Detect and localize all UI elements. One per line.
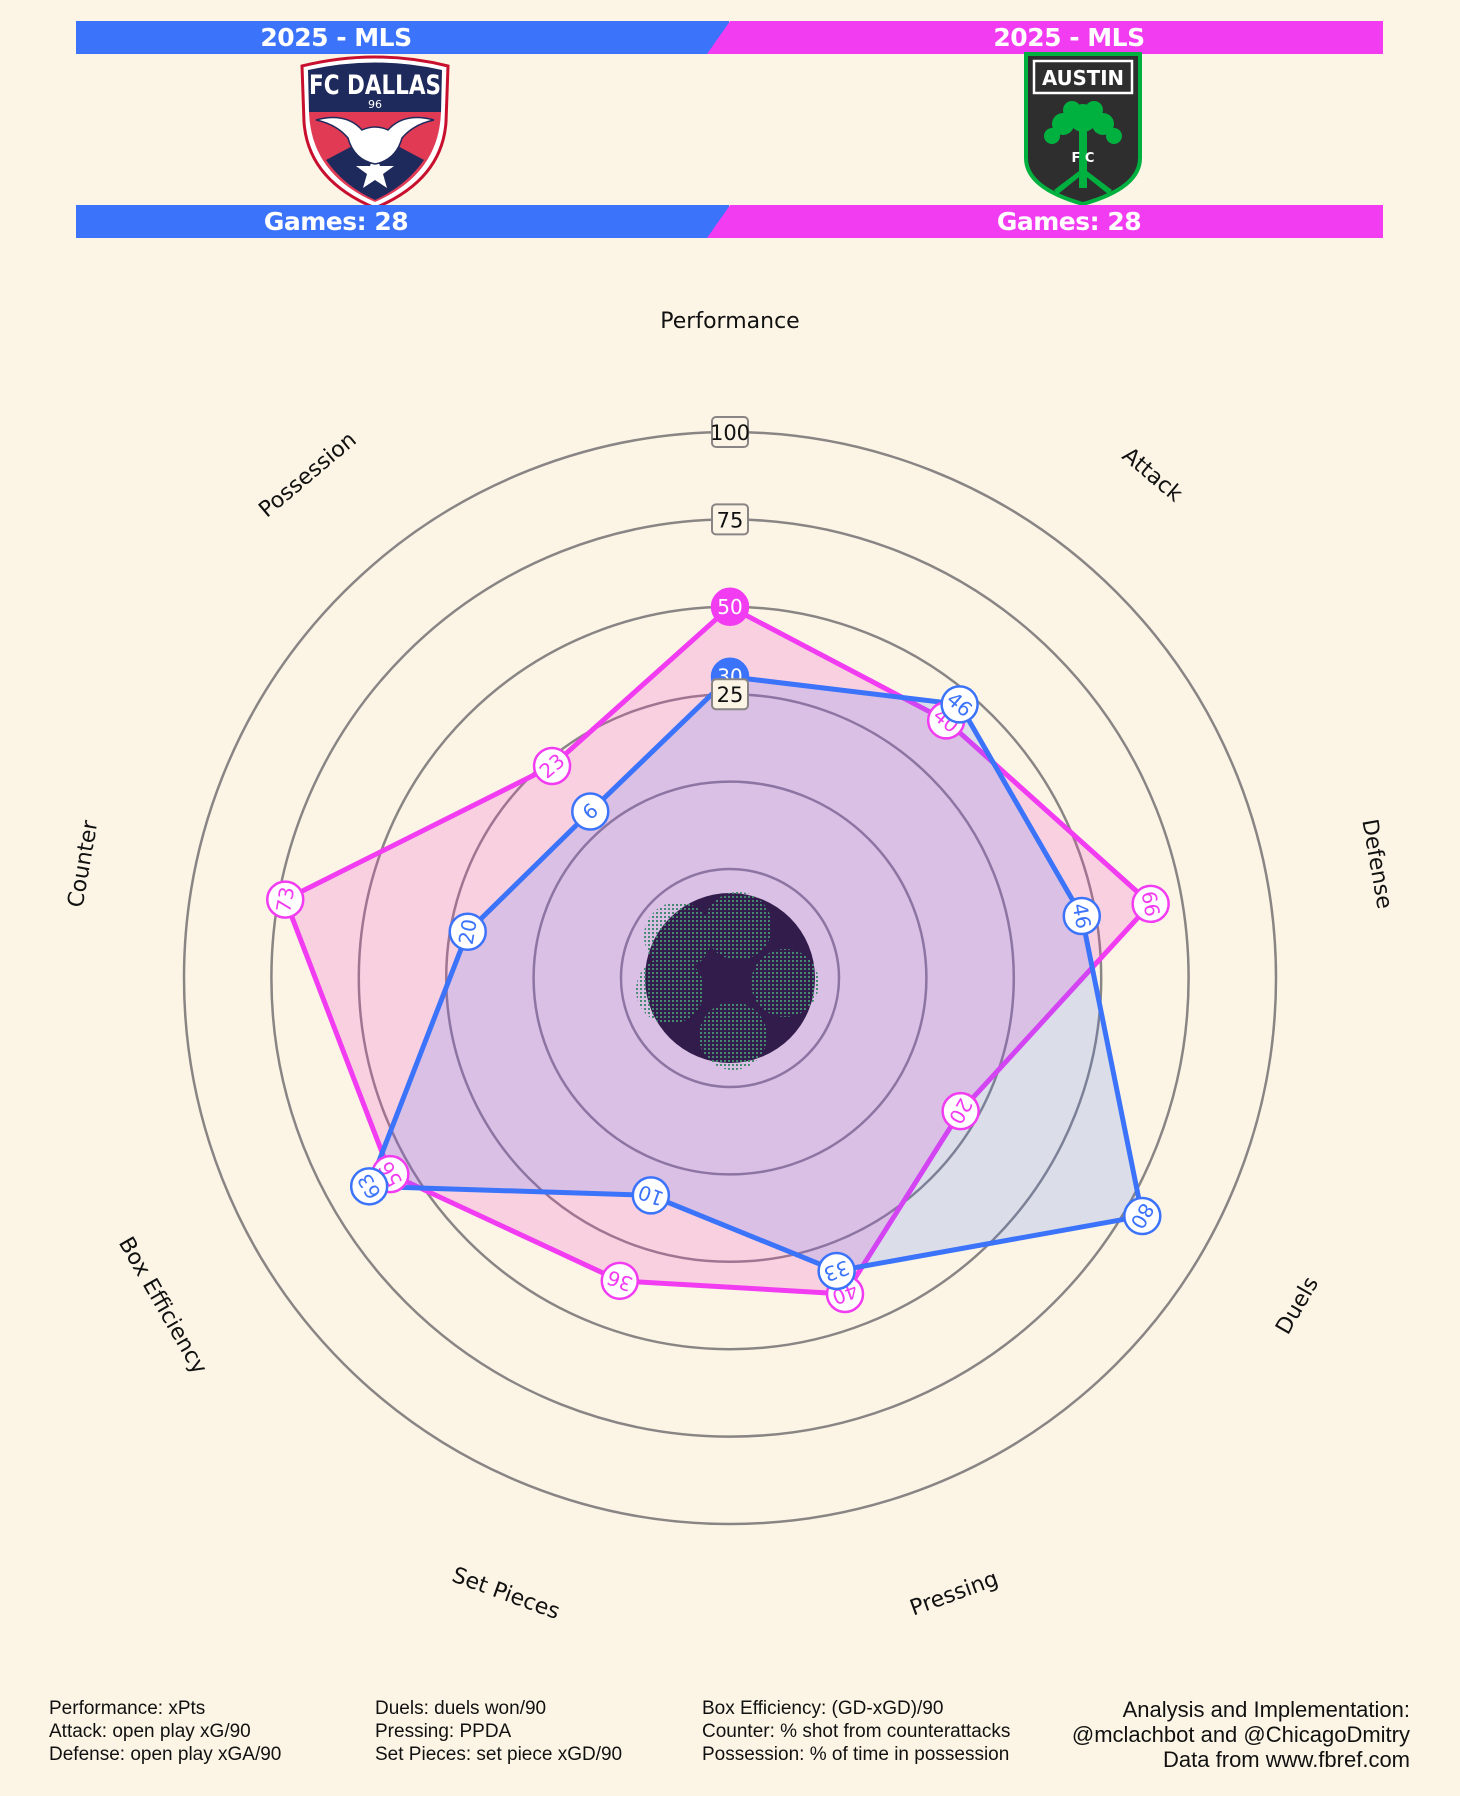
definitions-column-2: Duels: duels won/90 Pressing: PPDA Set P…: [375, 1697, 622, 1766]
definitions-column-3: Box Efficiency: (GD-xGD)/90 Counter: % s…: [702, 1697, 1010, 1766]
ball-panel: [704, 892, 772, 960]
data-marker: [600, 1261, 640, 1301]
data-marker: [710, 587, 750, 627]
data-marker: [349, 1167, 389, 1206]
data-marker: [1123, 1196, 1162, 1236]
axis-label-set-pieces: Set Pieces: [449, 1563, 563, 1625]
fc-dallas-wordmark: FC DALLAS: [309, 70, 441, 101]
fc-dallas-year: 96: [368, 98, 382, 111]
axis-label-box-efficiency: Box Efficiency: [113, 1233, 212, 1379]
axis-label-counter: Counter: [64, 818, 104, 910]
axis-label-pressing: Pressing: [907, 1567, 1002, 1622]
data-label: 46: [1068, 901, 1096, 930]
left-banner-segment: [76, 205, 729, 238]
right-games-label: Games: 28: [996, 207, 1142, 236]
data-label: 73: [271, 885, 299, 914]
ball-panel: [699, 1002, 767, 1070]
axis-label-possession: Possession: [254, 427, 361, 523]
axis-label-defense: Defense: [1356, 817, 1396, 911]
ball-panel: [751, 949, 819, 1017]
data-label: 20: [454, 917, 482, 946]
ball-panel: [636, 956, 704, 1024]
data-label: 50: [717, 595, 742, 619]
left-banner-segment: [76, 21, 729, 54]
fc-dallas-logo: FC DALLAS 96: [296, 52, 454, 210]
austin-fc-initials: F C: [1072, 151, 1095, 166]
data-marker: [1131, 884, 1170, 924]
right-season-label: 2025 - MLS: [993, 23, 1145, 52]
ring-label: 25: [717, 683, 744, 707]
definition-defense: Defense: open play xGA/90: [49, 1744, 282, 1765]
definition-possession: Possession: % of time in possession: [702, 1744, 1010, 1765]
data-marker: [448, 912, 487, 952]
definition-attack: Attack: open play xG/90: [49, 1721, 251, 1742]
series-area-0: [282, 604, 1154, 1297]
games-banner: Games: 28 Games: 28: [76, 205, 1383, 238]
data-marker: [941, 1091, 980, 1131]
ball-center-panel: [713, 960, 747, 993]
data-marker: [571, 792, 610, 831]
definition-set-pieces: Set Pieces: set piece xGD/90: [375, 1744, 623, 1765]
soccer-ball-icon: [636, 892, 819, 1070]
data-marker: [940, 685, 979, 724]
definitions-column-1: Performance: xPts Attack: open play xG/9…: [49, 1697, 281, 1766]
ball-panel: [644, 902, 712, 970]
data-marker: [631, 1176, 671, 1215]
definition-performance: Performance: xPts: [49, 1698, 206, 1719]
credits: Analysis and Implementation: @mclachbot …: [1072, 1697, 1410, 1772]
data-label: 66: [1137, 889, 1165, 918]
series-area-1: [366, 674, 1145, 1274]
season-banner: 2025 - MLS 2025 - MLS: [76, 21, 1383, 54]
grid-ring-inner: [619, 867, 841, 1089]
ring-label-box: [711, 678, 749, 711]
data-marker: [266, 880, 305, 919]
definition-counter: Counter: % shot from counterattacks: [702, 1721, 1011, 1742]
ring-label: 100: [710, 421, 750, 445]
austin-fc-logo: AUSTIN F C: [1022, 50, 1144, 208]
ring-labels: 25 50 75 100: [710, 416, 750, 711]
left-season-label: 2025 - MLS: [260, 23, 412, 52]
axis-label-performance: Performance: [660, 309, 799, 334]
data-marker: [532, 746, 572, 786]
ring-label-box: [711, 416, 749, 448]
austin-wordmark: AUSTIN: [1042, 66, 1124, 90]
credits-heading: Analysis and Implementation:: [1122, 1697, 1410, 1722]
left-games-label: Games: 28: [263, 207, 409, 236]
ring-label: 75: [717, 508, 744, 532]
axis-label-duels: Duels: [1271, 1273, 1324, 1339]
grid-ring: [532, 780, 928, 1176]
definition-pressing: Pressing: PPDA: [375, 1721, 512, 1742]
definition-box-efficiency: Box Efficiency: (GD-xGD)/90: [702, 1698, 944, 1719]
ring-label-box: [711, 503, 749, 536]
data-marker: [817, 1251, 856, 1291]
axis-label-attack: Attack: [1117, 443, 1187, 507]
definition-duels: Duels: duels won/90: [375, 1698, 547, 1719]
credits-source: Data from www.fbref.com: [1163, 1747, 1410, 1772]
data-marker: [1062, 896, 1102, 936]
credits-authors: @mclachbot and @ChicagoDmitry: [1071, 1722, 1410, 1747]
